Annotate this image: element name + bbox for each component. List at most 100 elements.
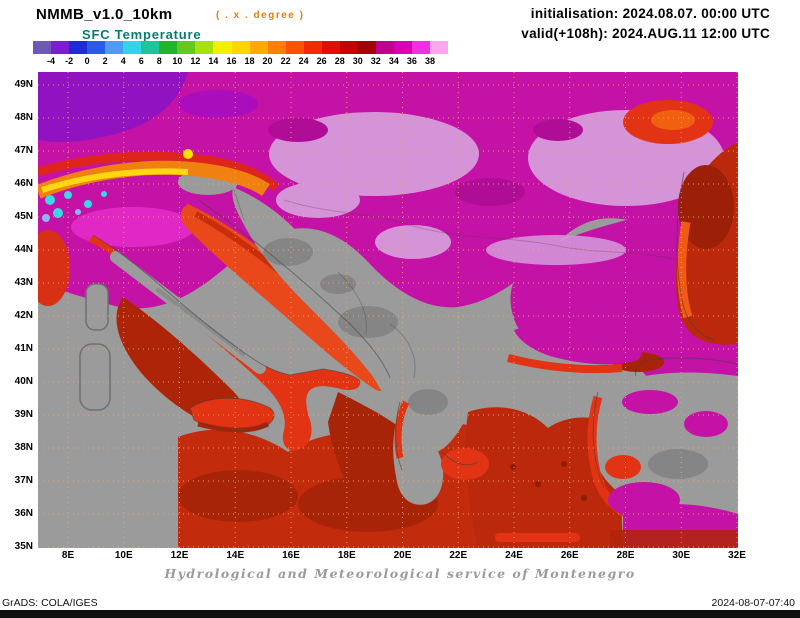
lat-tick-label: 46N (14, 178, 33, 189)
lon-tick-label: 18E (337, 550, 356, 561)
colorbar-cell (213, 41, 232, 54)
aegean-sea (465, 407, 623, 548)
model-name: NMMB_v1.0_10km (36, 6, 173, 23)
colorbar-tick-label: 16 (226, 56, 237, 66)
colorbar-cell (141, 41, 160, 54)
colorbar-cell (123, 41, 142, 54)
colorbar-tick-label: 30 (352, 56, 363, 66)
colorbar-cell (195, 41, 214, 54)
colorbar-cell (411, 41, 431, 54)
lat-tick-label: 40N (14, 376, 33, 387)
lon-tick-label: 8E (61, 550, 75, 561)
colorbar-tick-label: 0 (84, 56, 90, 66)
colorbar (33, 41, 449, 54)
colorbar-tick-label: 8 (156, 56, 162, 66)
colorbar-cell (375, 41, 394, 54)
colorbar-tick-label: 12 (190, 56, 201, 66)
temperature-map (38, 72, 738, 548)
colorbar-cell (321, 41, 340, 54)
colorbar-tick-label: 26 (316, 56, 327, 66)
colorbar-cell (159, 41, 178, 54)
lat-tick-label: 38N (14, 442, 33, 453)
colorbar-cell (33, 41, 52, 54)
longitude-axis: 8E 10E 12E 14E 16E 18E 20E 22E 24E 26E 28E 30E 32E (38, 550, 746, 562)
valid-time: valid(+108h): 2024.AUG.11 12:00 UTC (521, 26, 770, 41)
lon-tick-label: 32E (728, 550, 746, 561)
grid-lines (38, 72, 738, 548)
colorbar-cell (51, 41, 70, 54)
sardinia (79, 343, 111, 411)
colorbar-tick-label: 10 (172, 56, 183, 66)
lon-tick-label: 26E (560, 550, 579, 561)
grads-credit: GrADS: COLA/IGES (2, 597, 98, 609)
greece-mountain-mask (393, 417, 444, 505)
lat-tick-label: 36N (14, 508, 33, 519)
lon-tick-label: 24E (505, 550, 523, 561)
colorbar-tick-label: 14 (208, 56, 219, 66)
colorbar-cell (303, 41, 322, 54)
colorbar-cell (105, 41, 124, 54)
colorbar-cell (357, 41, 376, 54)
lat-tick-label: 47N (14, 145, 33, 156)
colorbar-tick-label: 6 (138, 56, 144, 66)
lat-tick-label: 49N (14, 79, 33, 90)
field-title: SFC Temperature (82, 27, 202, 42)
sicily (190, 398, 275, 431)
colorbar-cell (267, 41, 286, 54)
lon-tick-label: 14E (226, 550, 245, 561)
colorbar-cell (87, 41, 106, 54)
lat-tick-label: 45N (14, 211, 33, 222)
corsica (85, 283, 109, 331)
lon-tick-label: 30E (672, 550, 691, 561)
colorbar-tick-label: 18 (244, 56, 255, 66)
adriatic-sea (180, 204, 393, 391)
colorbar-tick-label: 22 (280, 56, 291, 66)
lat-tick-label: 41N (14, 343, 33, 354)
lon-tick-label: 12E (170, 550, 189, 561)
peloponnese (441, 448, 489, 480)
lon-tick-label: 16E (282, 550, 300, 561)
colorbar-tick-label: 4 (120, 56, 126, 66)
colorbar-cell (393, 41, 412, 54)
temperature-field (38, 72, 738, 548)
lat-tick-label: 39N (14, 409, 33, 420)
tyrrhenian-sea (116, 297, 247, 433)
colorbar-cell (339, 41, 358, 54)
lat-tick-label: 43N (14, 277, 33, 288)
service-caption: Hydrological and Meteorological service … (164, 566, 636, 581)
colorbar-tick-label: 20 (262, 56, 273, 66)
latitude-axis: 49N 48N 47N 46N 45N 44N 43N 42N 41N 40N 39N 38N 37N 3… (0, 72, 35, 552)
colorbar-tick-label: 32 (370, 56, 381, 66)
colorbar-labels: -4 -2 0 2 4 6 8 10 12 14 16 18 20 22 24 26 28 30 32 34 36 38 (33, 56, 448, 67)
coastlines-and-borders (92, 171, 738, 489)
lon-tick-label: 20E (393, 550, 412, 561)
colorbar-tick-label: -4 (47, 56, 56, 66)
lat-tick-label: 42N (14, 310, 33, 321)
bottom-bar (0, 610, 800, 618)
crete (495, 533, 580, 542)
colorbar-tick-label: 28 (334, 56, 345, 66)
colorbar-cell (177, 41, 196, 54)
lon-tick-label: 28E (616, 550, 635, 561)
colorbar-cell (231, 41, 250, 54)
colorbar-cell (285, 41, 304, 54)
lat-tick-label: 37N (14, 475, 33, 486)
colorbar-cell (69, 41, 88, 54)
lon-tick-label: 22E (449, 550, 468, 561)
colorbar-tick-label: 24 (298, 56, 309, 66)
render-timestamp: 2024-08-07-07:40 (711, 597, 795, 609)
initialisation-time: initialisation: 2024.08.07. 00:00 UTC (530, 6, 770, 21)
lat-tick-label: 35N (14, 541, 33, 552)
lat-tick-label: 44N (14, 244, 33, 255)
colorbar-tick-label: 38 (424, 56, 435, 66)
colorbar-cell (430, 41, 449, 54)
colorbar-tick-label: 36 (406, 56, 417, 66)
northwest-purple (38, 72, 188, 142)
grid-resolution-note: ( . x . degree ) (216, 10, 305, 21)
lon-tick-label: 10E (114, 550, 133, 561)
lat-tick-label: 48N (14, 112, 33, 123)
colorbar-tick-label: 2 (102, 56, 108, 66)
thrace-hot-zone (514, 322, 642, 365)
colorbar-tick-label: 34 (388, 56, 399, 66)
